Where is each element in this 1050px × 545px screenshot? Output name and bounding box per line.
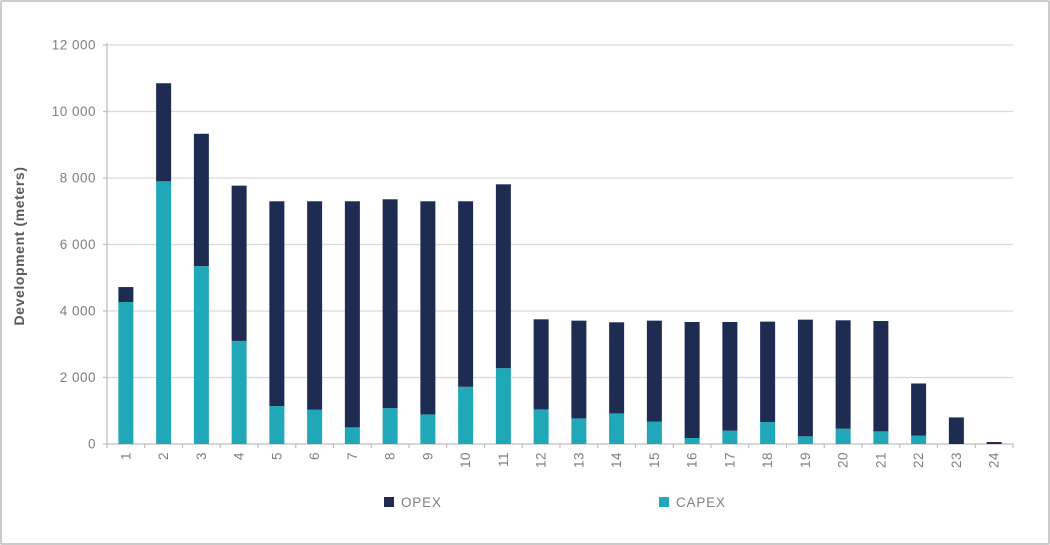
x-tick-label-14: 14 — [609, 452, 624, 468]
bar-capex-segment-16 — [684, 438, 700, 444]
bar-opex-segment-16 — [684, 321, 700, 439]
bar-opex-segment-9 — [420, 201, 436, 415]
x-tick-label-10: 10 — [458, 452, 473, 468]
legend-item-opex: OPEX — [384, 492, 442, 512]
bar-capex-segment-9 — [420, 414, 436, 444]
bar-opex-segment-13 — [571, 320, 587, 419]
bar-opex-segment-3 — [193, 133, 209, 267]
x-tick-label-13: 13 — [571, 452, 586, 468]
bar-capex-segment-2 — [156, 181, 172, 444]
chart-legend: OPEX CAPEX — [2, 492, 1048, 514]
bar-opex-segment-8 — [382, 199, 398, 409]
bar-capex-segment-17 — [722, 430, 738, 444]
x-tick-label-21: 21 — [873, 452, 888, 468]
bar-capex-segment-6 — [307, 409, 323, 444]
bar-opex-segment-17 — [722, 321, 738, 431]
x-tick-label-22: 22 — [911, 452, 926, 468]
bar-capex-segment-1 — [118, 302, 134, 444]
x-tick-label-23: 23 — [949, 452, 964, 468]
x-tick-label-8: 8 — [383, 452, 398, 460]
x-tick-label-11: 11 — [496, 452, 511, 467]
x-tick-label-20: 20 — [836, 452, 851, 468]
y-tick-label: 12 000 — [52, 38, 96, 53]
x-tick-label-12: 12 — [534, 452, 549, 468]
legend-swatch-opex — [384, 497, 394, 507]
x-tick-label-18: 18 — [760, 452, 775, 468]
bar-capex-segment-22 — [911, 435, 927, 444]
bar-opex-segment-21 — [873, 320, 889, 432]
x-tick-label-7: 7 — [345, 452, 360, 460]
x-tick-label-17: 17 — [722, 452, 737, 468]
x-tick-label-16: 16 — [685, 452, 700, 468]
legend-label-opex: OPEX — [401, 494, 442, 510]
bar-opex-segment-24 — [986, 442, 1002, 444]
bar-capex-segment-10 — [458, 386, 474, 444]
x-tick-label-24: 24 — [987, 452, 1002, 468]
bar-opex-segment-19 — [797, 319, 813, 437]
y-tick-label: 0 — [88, 437, 96, 452]
bar-opex-segment-20 — [835, 320, 851, 429]
bar-capex-segment-18 — [760, 422, 776, 444]
y-tick-label: 10 000 — [52, 104, 96, 119]
bar-capex-segment-3 — [193, 266, 209, 444]
x-tick-label-1: 1 — [118, 452, 133, 460]
x-tick-label-4: 4 — [232, 452, 247, 460]
bar-capex-segment-5 — [269, 406, 285, 444]
legend-item-capex: CAPEX — [659, 492, 726, 512]
y-tick-label: 4 000 — [60, 304, 96, 319]
x-tick-label-3: 3 — [194, 452, 209, 460]
bar-capex-segment-13 — [571, 418, 587, 444]
bar-opex-segment-14 — [609, 322, 625, 414]
x-tick-label-2: 2 — [156, 452, 171, 460]
bar-capex-segment-20 — [835, 428, 851, 444]
bar-opex-segment-4 — [231, 185, 247, 341]
x-tick-label-5: 5 — [269, 452, 284, 460]
bar-capex-segment-19 — [797, 436, 813, 444]
x-tick-label-6: 6 — [307, 452, 322, 460]
x-tick-label-9: 9 — [420, 452, 435, 460]
bar-capex-segment-21 — [873, 431, 889, 444]
y-tick-label: 8 000 — [60, 171, 96, 186]
y-tick-label: 2 000 — [60, 370, 96, 385]
bar-opex-segment-1 — [118, 287, 134, 303]
legend-swatch-capex — [659, 497, 669, 507]
bar-opex-segment-18 — [760, 321, 776, 423]
bar-opex-segment-6 — [307, 201, 323, 410]
legend-label-capex: CAPEX — [676, 494, 726, 510]
bar-opex-segment-22 — [911, 383, 927, 436]
bar-capex-segment-14 — [609, 413, 625, 444]
bar-opex-segment-15 — [646, 320, 662, 422]
bar-opex-segment-11 — [495, 184, 511, 369]
bar-opex-segment-5 — [269, 201, 285, 407]
bar-capex-segment-11 — [495, 368, 511, 444]
bar-capex-segment-4 — [231, 340, 247, 444]
bar-opex-segment-12 — [533, 319, 549, 410]
bar-capex-segment-15 — [646, 421, 662, 444]
y-tick-label: 6 000 — [60, 237, 96, 252]
bar-capex-segment-7 — [344, 427, 360, 444]
bar-opex-segment-23 — [948, 417, 964, 444]
bar-opex-segment-10 — [458, 201, 474, 387]
bar-capex-segment-8 — [382, 408, 398, 444]
bar-opex-segment-7 — [344, 201, 360, 428]
bar-capex-segment-12 — [533, 409, 549, 444]
x-tick-label-19: 19 — [798, 452, 813, 468]
x-tick-label-15: 15 — [647, 452, 662, 468]
bar-opex-segment-2 — [156, 83, 172, 182]
